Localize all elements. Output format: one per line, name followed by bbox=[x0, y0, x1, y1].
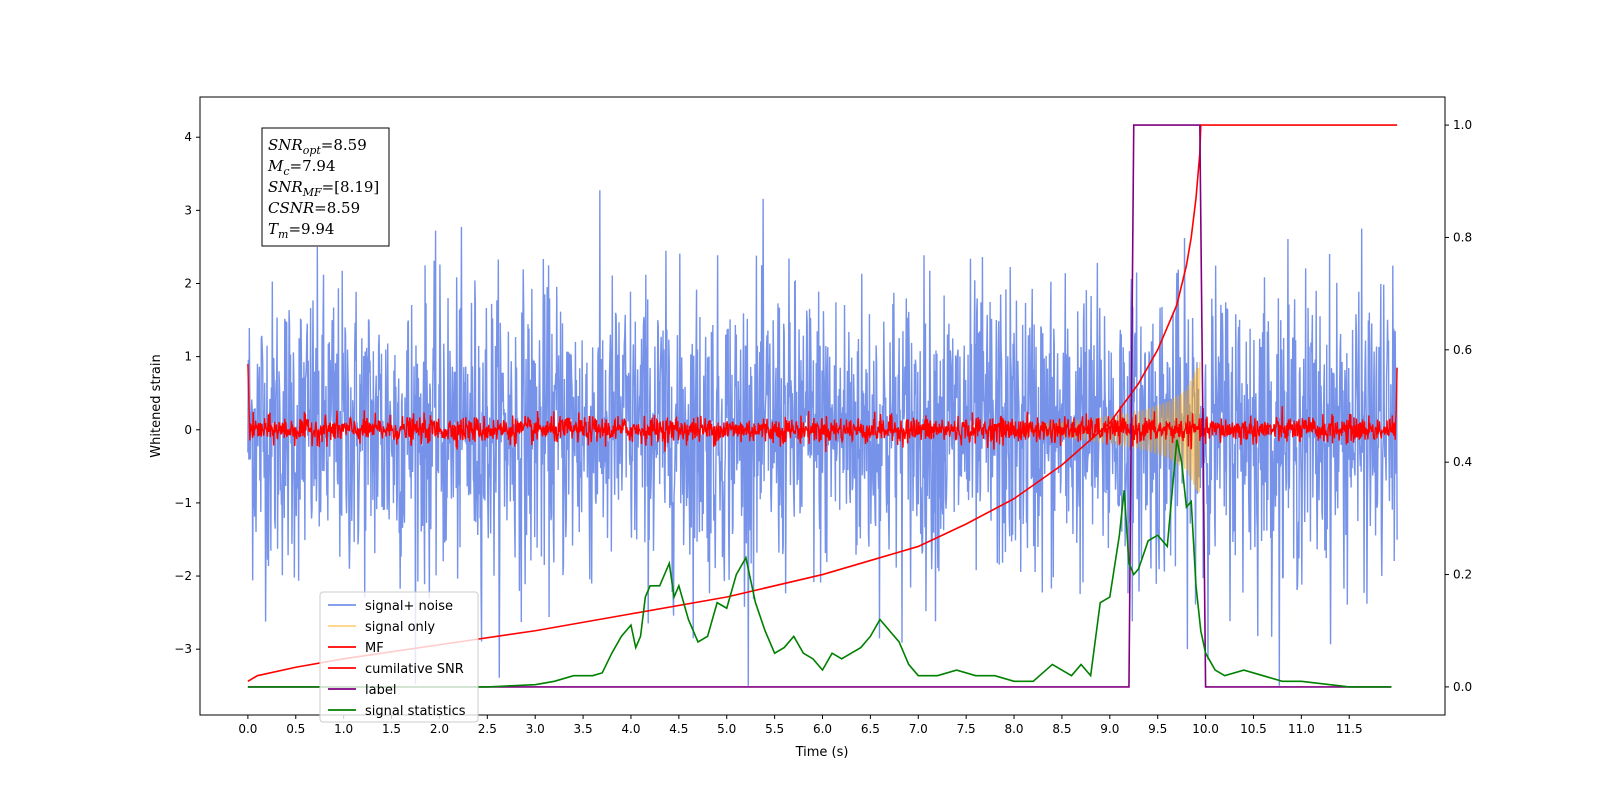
x-tick-label: 6.0 bbox=[813, 722, 832, 736]
y-tick-label: −3 bbox=[174, 642, 192, 656]
x-axis-title: Time (s) bbox=[795, 745, 849, 760]
legend-label: label bbox=[365, 683, 396, 698]
y-axis-title: Whitened strain bbox=[149, 354, 164, 457]
x-tick-label: 7.0 bbox=[909, 722, 928, 736]
legend-label: signal+ noise bbox=[365, 599, 453, 614]
legend-label: cumilative SNR bbox=[365, 662, 464, 677]
x-tick-label: 3.5 bbox=[574, 722, 593, 736]
series-signal-statistics-line bbox=[247, 439, 1392, 688]
y-tick-label: 4 bbox=[184, 130, 192, 144]
y-tick-label: 2 bbox=[184, 276, 192, 290]
x-tick-label: 3.0 bbox=[526, 722, 545, 736]
y-tick-label: −2 bbox=[174, 569, 192, 583]
x-tick-label: 11.5 bbox=[1336, 722, 1363, 736]
annotation-line: Tm=9.94 bbox=[268, 220, 334, 241]
x-tick-label: 4.0 bbox=[621, 722, 640, 736]
annotation-line: CSNR=8.59 bbox=[268, 199, 360, 217]
annotation-line: SNRopt=8.59 bbox=[268, 136, 367, 157]
y-tick-label: 0 bbox=[184, 423, 192, 437]
annotation-line: SNRMF=[8.19] bbox=[268, 178, 379, 199]
x-tick-label: 4.5 bbox=[669, 722, 688, 736]
x-tick-label: 0.5 bbox=[286, 722, 305, 736]
x-tick-label: 2.0 bbox=[430, 722, 449, 736]
y2-tick-label: 1.0 bbox=[1453, 118, 1472, 132]
y2-tick-label: 0.4 bbox=[1453, 455, 1472, 469]
x-tick-label: 8.5 bbox=[1052, 722, 1071, 736]
y-tick-label: 1 bbox=[184, 350, 192, 364]
y-tick-label: 3 bbox=[184, 203, 192, 217]
legend: signal+ noise signal only MF cumilative SNR… bbox=[319, 591, 479, 723]
x-tick-label: 5.0 bbox=[717, 722, 736, 736]
y2-tick-label: 0.2 bbox=[1453, 568, 1472, 582]
series-mf-line bbox=[247, 363, 1398, 453]
x-tick-label: 6.5 bbox=[861, 722, 880, 736]
x-axis: 0.0 0.5 1.0 1.5 2.0 2.5 3.0 3.5 4.0 4.5 5.0 5.5 6.0 6… bbox=[238, 715, 1363, 736]
legend-frame bbox=[319, 591, 479, 723]
y2-tick-label: 0.8 bbox=[1453, 230, 1472, 244]
x-tick-label: 0.0 bbox=[238, 722, 257, 736]
y2-tick-label: 0.6 bbox=[1453, 343, 1472, 357]
y-tick-label: −1 bbox=[174, 496, 192, 510]
legend-label: signal only bbox=[365, 620, 435, 635]
series-label-line bbox=[247, 124, 1392, 688]
x-tick-label: 9.0 bbox=[1100, 722, 1119, 736]
y-axis-left: −3 −2 −1 0 1 2 3 4 bbox=[174, 130, 200, 656]
annotation-box-frame bbox=[261, 127, 390, 247]
x-tick-label: 2.5 bbox=[478, 722, 497, 736]
x-tick-label: 11.0 bbox=[1288, 722, 1315, 736]
legend-label: signal statistics bbox=[365, 704, 466, 719]
legend-label: MF bbox=[365, 641, 384, 656]
x-tick-label: 10.5 bbox=[1240, 722, 1267, 736]
annotation-line: Mc=7.94 bbox=[267, 157, 336, 178]
y-axis-right: 0.0 0.2 0.4 0.6 0.8 1.0 bbox=[1445, 118, 1472, 694]
x-tick-label: 10.0 bbox=[1192, 722, 1219, 736]
x-tick-label: 9.5 bbox=[1148, 722, 1167, 736]
x-tick-label: 1.5 bbox=[382, 722, 401, 736]
x-tick-label: 5.5 bbox=[765, 722, 784, 736]
x-tick-label: 7.5 bbox=[957, 722, 976, 736]
series-signal-noise-line bbox=[247, 190, 1398, 686]
x-tick-label: 8.0 bbox=[1004, 722, 1023, 736]
x-tick-label: 1.0 bbox=[334, 722, 353, 736]
y2-tick-label: 0.0 bbox=[1453, 680, 1472, 694]
